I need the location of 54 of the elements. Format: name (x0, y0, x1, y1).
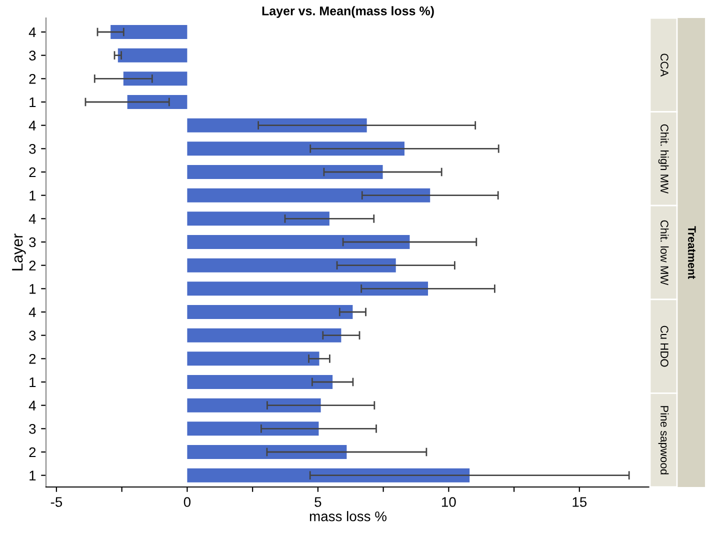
text: Pine sapwood (658, 406, 669, 474)
x-tick-label: 0 (184, 497, 191, 507)
bar (123, 72, 188, 86)
x-tick-label: -5 (50, 497, 62, 507)
bar (187, 398, 321, 412)
y-tick-label: 1 (30, 190, 36, 200)
y-tick-label: 4 (28, 214, 36, 224)
y-tick-label: 2 (29, 447, 36, 458)
y-tick-label: 1 (30, 377, 36, 388)
x-axis-title: mass loss % (310, 511, 386, 522)
text: CCA (660, 54, 668, 77)
y-tick-label: 4 (28, 400, 36, 410)
y-tick-label: 3 (29, 330, 36, 341)
x-tick-label: 15 (572, 497, 587, 507)
y-tick-label: 3 (29, 50, 36, 61)
y-tick-label: 4 (28, 120, 36, 130)
bar (187, 468, 470, 482)
y-tick-label: 3 (29, 237, 36, 248)
y-tick-label: 1 (30, 470, 36, 480)
bar (187, 212, 330, 226)
y-tick-label: 3 (29, 144, 36, 154)
y-tick-label: 1 (30, 97, 36, 108)
bar (187, 328, 342, 342)
text: Chit. high MW (658, 124, 669, 194)
legend-title: Treatment (688, 226, 696, 279)
y-tick-label: 3 (29, 424, 36, 434)
bar (187, 375, 333, 389)
bar (187, 258, 396, 272)
bar (187, 142, 404, 156)
y-tick-label: 2 (29, 167, 36, 178)
y-tick-label: 2 (29, 74, 36, 84)
bar (187, 445, 347, 459)
bar (187, 282, 428, 296)
y-tick-label: 1 (30, 284, 36, 294)
x-tick-label: 10 (442, 497, 456, 507)
text: Chit. low MW (660, 220, 669, 286)
bar (187, 235, 410, 249)
bar (118, 48, 188, 62)
bar (110, 25, 188, 39)
bar (187, 118, 367, 132)
y-tick-label: 4 (28, 307, 36, 318)
y-tick-label: 4 (28, 27, 36, 38)
bar (187, 305, 353, 319)
y-axis-title: Layer (12, 234, 26, 270)
x-tick-label: 5 (314, 497, 322, 507)
y-tick-label: 2 (29, 354, 36, 364)
text: Cu HDO (660, 326, 668, 367)
bar (187, 188, 430, 202)
y-tick-label: 2 (29, 260, 36, 270)
bar (187, 352, 320, 366)
bar (187, 165, 383, 179)
bar (127, 95, 188, 109)
bar (187, 422, 319, 436)
chart-title: Layer vs. Mean(mass loss %) (262, 6, 434, 18)
